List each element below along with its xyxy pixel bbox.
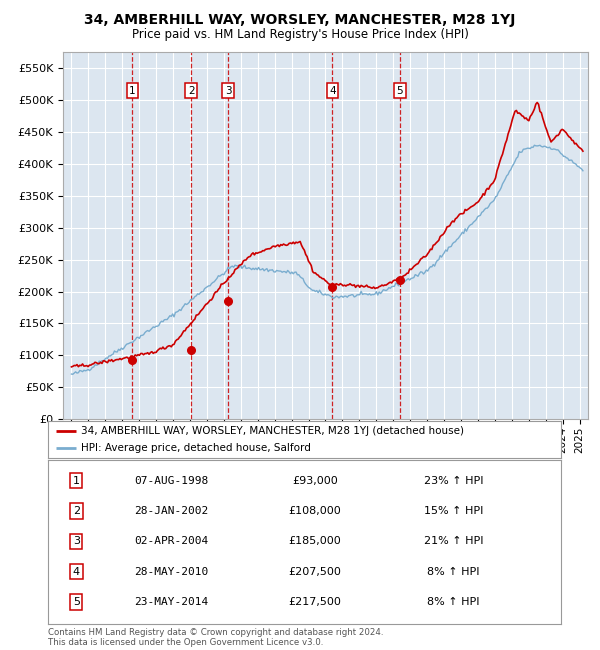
Text: Price paid vs. HM Land Registry's House Price Index (HPI): Price paid vs. HM Land Registry's House … (131, 28, 469, 41)
Text: 8% ↑ HPI: 8% ↑ HPI (427, 567, 479, 577)
Text: 23-MAY-2014: 23-MAY-2014 (134, 597, 208, 607)
Text: 15% ↑ HPI: 15% ↑ HPI (424, 506, 483, 516)
Text: £93,000: £93,000 (292, 476, 338, 486)
Text: 4: 4 (73, 567, 80, 577)
Text: 3: 3 (73, 536, 80, 546)
Text: 28-JAN-2002: 28-JAN-2002 (134, 506, 208, 516)
Text: 3: 3 (225, 86, 232, 96)
Text: 1: 1 (73, 476, 80, 486)
Text: 23% ↑ HPI: 23% ↑ HPI (424, 476, 483, 486)
Text: 8% ↑ HPI: 8% ↑ HPI (427, 597, 479, 607)
Text: £207,500: £207,500 (289, 567, 341, 577)
Text: 5: 5 (397, 86, 403, 96)
Text: 1: 1 (129, 86, 136, 96)
Text: £185,000: £185,000 (289, 536, 341, 546)
Text: 34, AMBERHILL WAY, WORSLEY, MANCHESTER, M28 1YJ (detached house): 34, AMBERHILL WAY, WORSLEY, MANCHESTER, … (82, 426, 464, 436)
Text: £217,500: £217,500 (289, 597, 341, 607)
Text: 4: 4 (329, 86, 336, 96)
Text: HPI: Average price, detached house, Salford: HPI: Average price, detached house, Salf… (82, 443, 311, 453)
Text: Contains HM Land Registry data © Crown copyright and database right 2024.
This d: Contains HM Land Registry data © Crown c… (48, 628, 383, 647)
Text: 21% ↑ HPI: 21% ↑ HPI (424, 536, 483, 546)
Text: 5: 5 (73, 597, 80, 607)
Text: 07-AUG-1998: 07-AUG-1998 (134, 476, 208, 486)
Text: 02-APR-2004: 02-APR-2004 (134, 536, 208, 546)
Text: 28-MAY-2010: 28-MAY-2010 (134, 567, 208, 577)
Text: 34, AMBERHILL WAY, WORSLEY, MANCHESTER, M28 1YJ: 34, AMBERHILL WAY, WORSLEY, MANCHESTER, … (85, 13, 515, 27)
Text: £108,000: £108,000 (289, 506, 341, 516)
Text: 2: 2 (73, 506, 80, 516)
Text: 2: 2 (188, 86, 194, 96)
